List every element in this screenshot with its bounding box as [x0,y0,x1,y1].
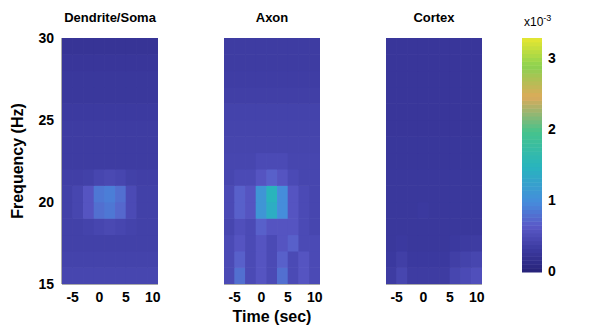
svg-text:0: 0 [95,289,103,305]
svg-text:20: 20 [38,194,54,210]
svg-text:-5: -5 [66,289,79,305]
svg-text:10: 10 [307,289,323,305]
svg-text:5: 5 [284,289,292,305]
svg-text:0: 0 [419,289,427,305]
svg-text:0: 0 [548,263,556,279]
svg-text:5: 5 [122,289,130,305]
html-text:Dendrite/Soma: Dendrite/Soma [64,10,156,25]
svg-text:10: 10 [469,289,485,305]
svg-text:25: 25 [38,112,54,128]
svg-text:3: 3 [548,50,556,66]
svg-text:0: 0 [257,289,265,305]
svg-text:15: 15 [38,276,54,292]
html-text:Axon: Axon [255,10,289,25]
html-text:Cortex: Cortex [413,10,455,25]
svg-text:1: 1 [548,192,556,208]
svg-text:10: 10 [145,289,161,305]
svg-text:-5: -5 [390,289,403,305]
svg-text:30: 30 [38,30,54,46]
svg-text:-5: -5 [228,289,241,305]
svg-text:x10-3: x10-3 [524,13,551,29]
svg-text:2: 2 [548,121,556,137]
svg-text:5: 5 [446,289,454,305]
html-text:Frequency (Hz): Frequency (Hz) [9,103,26,219]
html-text:Time (sec): Time (sec) [232,308,312,325]
